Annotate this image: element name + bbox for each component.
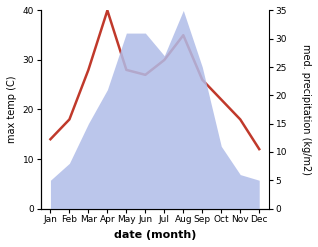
- X-axis label: date (month): date (month): [114, 230, 196, 240]
- Y-axis label: med. precipitation (kg/m2): med. precipitation (kg/m2): [301, 44, 311, 175]
- Y-axis label: max temp (C): max temp (C): [7, 76, 17, 143]
